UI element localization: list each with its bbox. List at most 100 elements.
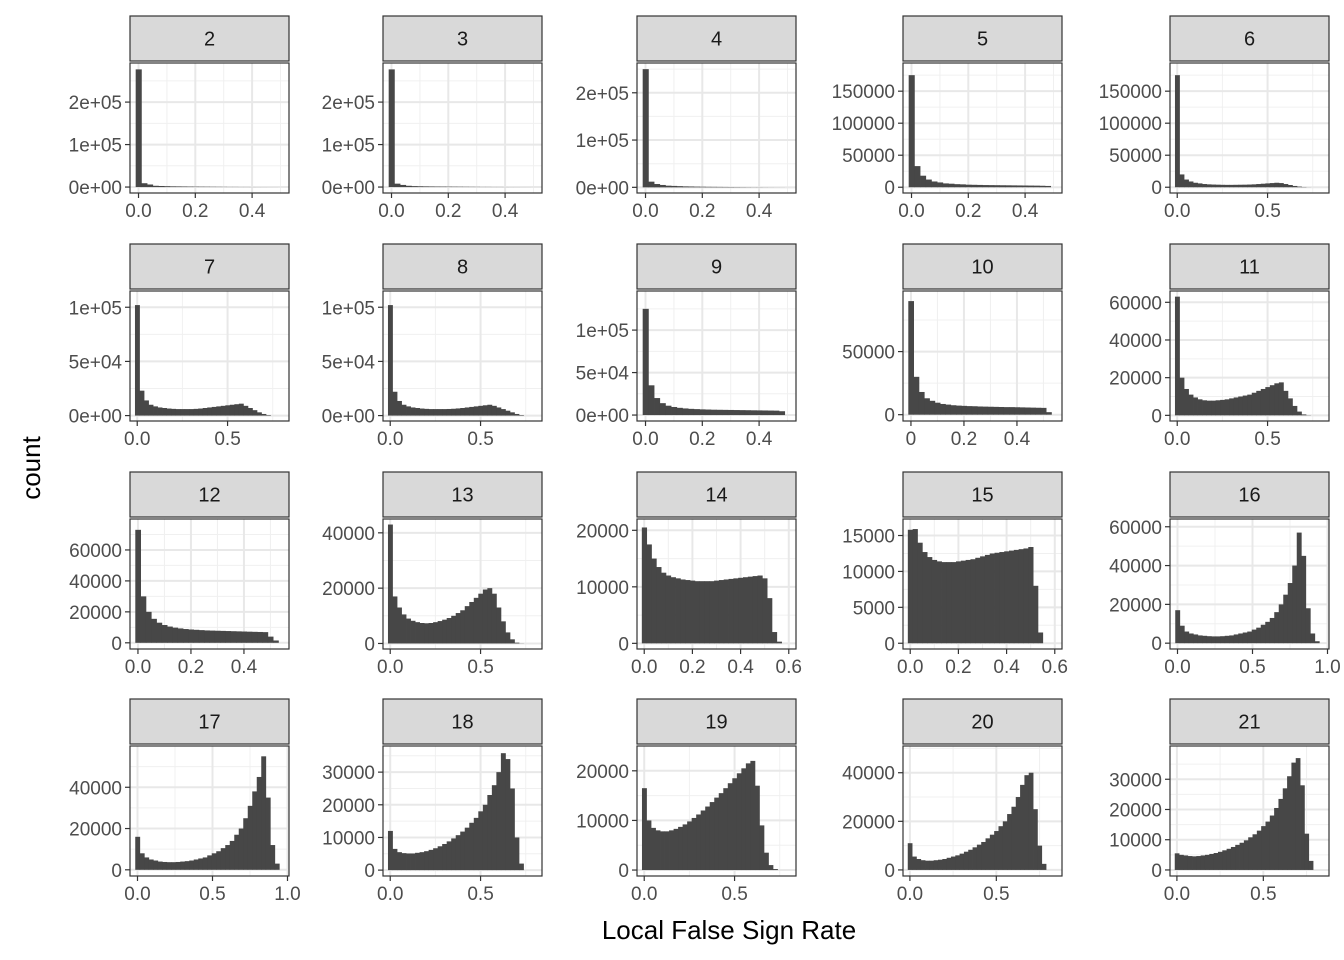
x-tick-label: 0.5	[1254, 429, 1280, 450]
facet-panel-19: 19 0.0 0.5 0 10000 20000	[576, 698, 797, 905]
histogram-bar	[1206, 400, 1212, 416]
x-tick-label: 0.0	[897, 884, 923, 905]
x-tick-label: 0.0	[378, 201, 404, 222]
histogram-bar	[405, 185, 412, 188]
histogram-bar	[1242, 184, 1248, 188]
histogram-bar	[931, 559, 938, 644]
x-tick-label: 0.4	[746, 201, 773, 222]
histogram-bar	[767, 598, 773, 644]
histogram-bar	[670, 577, 676, 644]
y-tick-label: 0	[1151, 634, 1162, 655]
histogram-bar	[743, 577, 749, 644]
histogram-bar	[722, 409, 729, 416]
histogram-bar	[419, 623, 425, 644]
histogram-bar	[256, 412, 262, 416]
histogram-bar	[664, 831, 670, 871]
histogram-bar	[669, 830, 674, 871]
histogram-bar	[993, 185, 1000, 188]
histogram-bar	[1041, 863, 1047, 870]
histogram-bar	[180, 409, 186, 416]
histogram-bar	[907, 529, 914, 644]
x-tick-label: 0.5	[214, 429, 240, 450]
histogram-bar	[1179, 625, 1185, 644]
histogram-bar	[1220, 184, 1226, 188]
y-tick-label: 20000	[1109, 800, 1162, 821]
histogram-bar	[714, 580, 720, 644]
x-tick-label: 0.2	[951, 429, 977, 450]
histogram-bar	[654, 184, 661, 188]
y-tick-label: 30000	[1109, 770, 1162, 791]
histogram-bar	[261, 413, 267, 416]
x-tick-label: 0.0	[125, 201, 151, 222]
histogram-bar	[671, 185, 678, 188]
y-tick-label: 100000	[832, 114, 895, 135]
histogram-bar	[1023, 548, 1029, 644]
panel-background	[637, 63, 796, 193]
histogram-bar	[966, 406, 973, 415]
facet-strip	[129, 15, 290, 62]
histogram-bar	[739, 410, 746, 416]
histogram-bar	[941, 562, 947, 644]
y-tick-label: 40000	[69, 778, 122, 799]
histogram-bar	[225, 405, 231, 416]
histogram-bar	[134, 305, 140, 416]
histogram-bar	[1260, 624, 1266, 644]
histogram-bar	[757, 575, 763, 644]
panel-background	[1170, 63, 1329, 193]
histogram-bar	[257, 631, 263, 643]
histogram-bar	[1179, 854, 1184, 870]
histogram-bar	[942, 858, 948, 870]
panel-border	[902, 290, 1063, 422]
facet-strip	[382, 471, 543, 518]
histogram-bar	[225, 631, 232, 643]
histogram-bar	[961, 405, 967, 415]
y-tick-label: 2e+05	[322, 93, 375, 114]
histogram-bar	[175, 861, 181, 870]
x-tick-label: 0.4	[1004, 429, 1031, 450]
histogram-bar	[946, 857, 952, 870]
histogram-bar	[1248, 837, 1253, 870]
panel-border	[636, 745, 797, 877]
histogram-bar	[460, 408, 466, 416]
histogram-bar	[1009, 550, 1015, 644]
histogram-bar	[1209, 853, 1215, 870]
histogram-bar	[1278, 382, 1284, 416]
histogram-bar	[1206, 184, 1212, 188]
facet-panel-3: 3 0.0 0.2 0.4 0e+00 1e+05 2e+05	[322, 15, 543, 222]
histogram-bar	[188, 629, 194, 643]
histogram-bar	[1215, 184, 1221, 188]
histogram-bar	[417, 186, 424, 188]
histogram-bar	[1215, 400, 1221, 416]
histogram-bar	[487, 794, 493, 871]
y-tick-label: 60000	[69, 541, 122, 562]
histogram-bar	[1004, 551, 1010, 644]
histogram-bar	[207, 407, 213, 416]
histogram-bar	[220, 405, 226, 416]
histogram-bar	[424, 851, 430, 871]
histogram-bar	[234, 834, 240, 870]
x-tick-label: 0.5	[1239, 657, 1265, 678]
y-tick-label: 0	[364, 861, 375, 882]
histogram-bar	[166, 862, 172, 870]
panel-background	[637, 291, 796, 421]
histogram-bar	[1274, 807, 1279, 870]
histogram-bar	[1287, 184, 1293, 188]
histogram-bar	[929, 400, 936, 415]
histogram-bar	[394, 183, 401, 188]
y-tick-label: 1e+05	[576, 321, 629, 342]
histogram-bar	[164, 186, 171, 188]
histogram-bar	[387, 305, 393, 416]
x-tick-label: 0.4	[1012, 201, 1039, 222]
histogram-bar	[778, 411, 786, 416]
histogram-bar	[482, 405, 488, 416]
histogram-bar	[641, 788, 647, 871]
histogram-bar	[1174, 296, 1180, 416]
histogram-bar	[682, 408, 689, 416]
x-tick-label: 0.5	[467, 657, 493, 678]
histogram-bar	[971, 184, 978, 188]
y-tick-label: 1e+05	[69, 298, 122, 319]
histogram-bar	[1256, 390, 1262, 416]
histogram-bar	[745, 763, 751, 871]
y-tick-label: 20000	[322, 579, 375, 600]
histogram-bar	[1220, 636, 1226, 644]
